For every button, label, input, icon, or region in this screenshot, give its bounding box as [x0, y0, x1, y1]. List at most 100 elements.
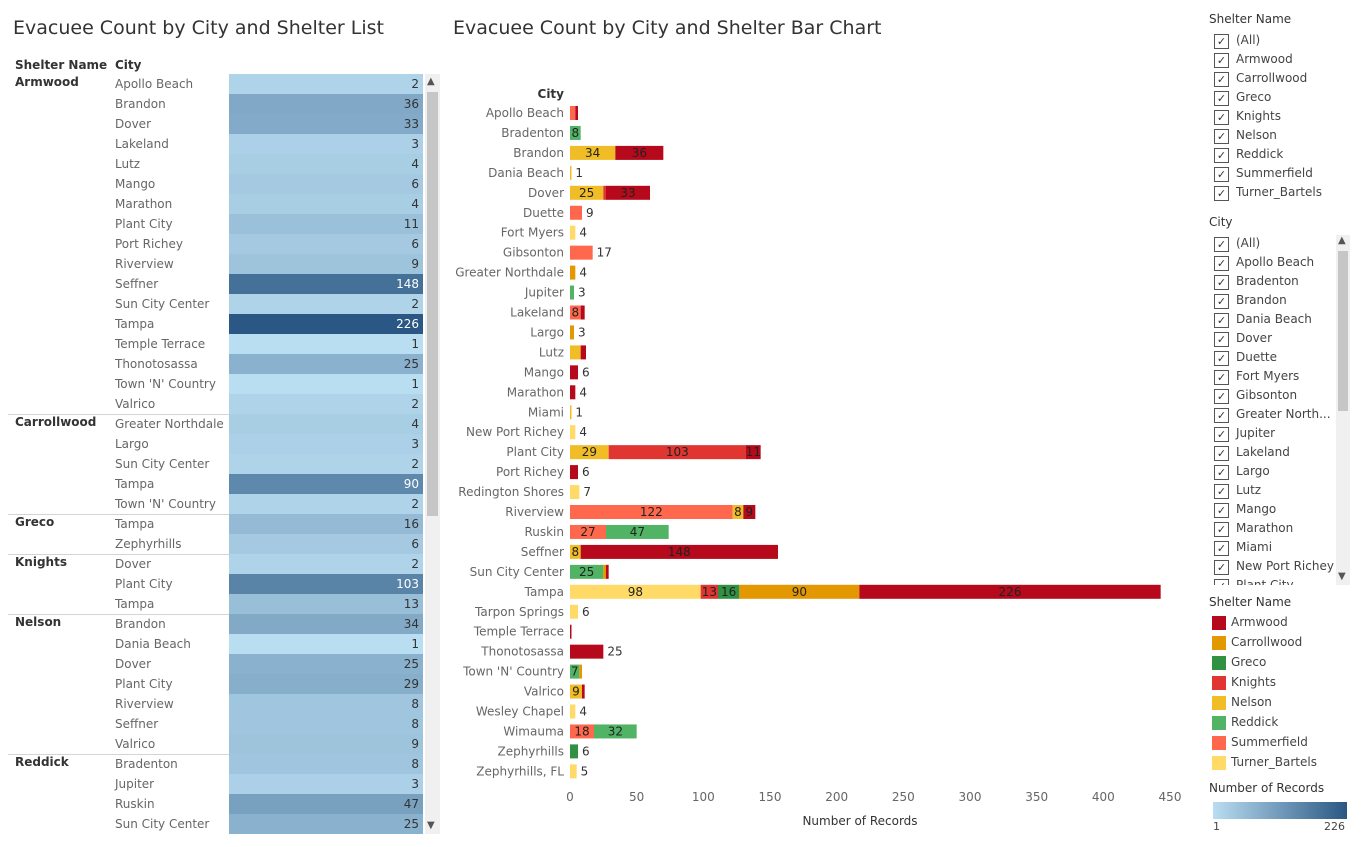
record-count-cell[interactable]: 2 — [229, 294, 423, 314]
list-row[interactable]: Seffner 8 — [8, 714, 440, 734]
city-axis-label[interactable]: Ruskin — [524, 525, 564, 539]
bar-segment[interactable] — [739, 584, 860, 599]
city-axis-label[interactable]: Dover — [528, 186, 564, 200]
bar-segment[interactable] — [570, 125, 581, 140]
checkbox-checked-icon[interactable]: ✓ — [1214, 541, 1229, 556]
record-count-cell[interactable]: 8 — [229, 714, 423, 734]
city-axis-label[interactable]: New Port Richey — [466, 425, 564, 439]
bar-segment[interactable] — [570, 385, 576, 400]
bar-segment[interactable] — [570, 584, 701, 599]
city-filter-item[interactable]: ✓ Duette — [1214, 349, 1339, 368]
record-count-cell[interactable]: 1 — [229, 634, 423, 654]
bar-segment[interactable] — [570, 225, 576, 240]
city-filter-item[interactable]: ✓ Apollo Beach — [1214, 254, 1339, 273]
list-row[interactable]: Tampa 90 — [8, 474, 440, 494]
city-scroll-thumb[interactable] — [1338, 251, 1348, 411]
city-scroll-down-icon[interactable]: ▼ — [1338, 571, 1346, 582]
city-axis-label[interactable]: Sun City Center — [470, 565, 564, 579]
bar-segment[interactable] — [570, 485, 580, 500]
checkbox-checked-icon[interactable]: ✓ — [1214, 389, 1229, 404]
bar-segment[interactable] — [570, 744, 578, 759]
city-axis-label[interactable]: Zephyrhills, FL — [476, 764, 564, 778]
city-filter-item[interactable]: ✓ Dover — [1214, 330, 1339, 349]
list-row[interactable]: Riverview 8 — [8, 694, 440, 714]
bar-segment[interactable] — [570, 505, 733, 519]
bar-segment[interactable] — [732, 505, 744, 519]
bar-segment[interactable] — [859, 584, 1161, 599]
bar-segment[interactable] — [606, 524, 669, 539]
record-count-cell[interactable]: 226 — [229, 314, 423, 334]
city-filter-item[interactable]: ✓ Greater North... — [1214, 406, 1339, 425]
list-row[interactable]: Thonotosassa 25 — [8, 354, 440, 374]
record-count-cell[interactable]: 6 — [229, 234, 423, 254]
record-count-cell[interactable]: 3 — [229, 134, 423, 154]
bar-segment[interactable] — [575, 106, 578, 120]
checkbox-checked-icon[interactable]: ✓ — [1214, 579, 1229, 585]
city-axis-label[interactable]: Duette — [523, 206, 564, 220]
record-count-cell[interactable]: 148 — [229, 274, 423, 294]
checkbox-checked-icon[interactable]: ✓ — [1214, 110, 1229, 125]
checkbox-checked-icon[interactable]: ✓ — [1214, 408, 1229, 423]
shelter-name-header[interactable]: Shelter Name — [15, 58, 108, 72]
city-filter-item[interactable]: ✓ Brandon — [1214, 292, 1339, 311]
city-filter-item[interactable]: ✓ Marathon — [1214, 520, 1339, 539]
bar-segment[interactable] — [570, 325, 574, 340]
city-axis-label[interactable]: Dania Beach — [488, 166, 564, 180]
list-row[interactable]: Largo 3 — [8, 434, 440, 454]
bar-segment[interactable] — [746, 445, 761, 460]
shelter-filter-item[interactable]: ✓ Nelson — [1214, 127, 1339, 146]
record-count-cell[interactable]: 6 — [229, 174, 423, 194]
city-axis-label[interactable]: Temple Terrace — [473, 625, 564, 639]
list-row[interactable]: Greco Tampa 16 — [8, 514, 440, 534]
bar-segment[interactable] — [570, 285, 574, 300]
city-axis-label[interactable]: Lakeland — [510, 306, 564, 320]
list-row[interactable]: Plant City 29 — [8, 674, 440, 694]
bar-segment[interactable] — [570, 764, 577, 779]
shelter-filter-item[interactable]: ✓ Summerfield — [1214, 165, 1339, 184]
list-row[interactable]: Knights Dover 2 — [8, 554, 440, 574]
checkbox-checked-icon[interactable]: ✓ — [1214, 465, 1229, 480]
bar-segment[interactable] — [570, 185, 604, 200]
checkbox-checked-icon[interactable]: ✓ — [1214, 167, 1229, 182]
list-row[interactable]: Brandon 36 — [8, 94, 440, 114]
city-axis-label[interactable]: Valrico — [524, 685, 564, 699]
bar-segment[interactable] — [606, 564, 609, 579]
checkbox-checked-icon[interactable]: ✓ — [1214, 332, 1229, 347]
scroll-down-arrow-icon[interactable]: ▼ — [427, 820, 435, 831]
city-filter-item[interactable]: ✓ New Port Richey — [1214, 558, 1339, 577]
bar-segment[interactable] — [570, 245, 593, 260]
bar-segment[interactable] — [570, 165, 572, 180]
bar-segment[interactable] — [580, 305, 585, 320]
record-count-cell[interactable]: 3 — [229, 774, 423, 794]
city-filter-item[interactable]: ✓ Miami — [1214, 539, 1339, 558]
checkbox-checked-icon[interactable]: ✓ — [1214, 484, 1229, 499]
list-row[interactable]: Riverview 9 — [8, 254, 440, 274]
bar-segment[interactable] — [608, 445, 746, 460]
city-filter-item[interactable]: ✓ Gibsonton — [1214, 387, 1339, 406]
checkbox-checked-icon[interactable]: ✓ — [1214, 294, 1229, 309]
bar-segment[interactable] — [580, 544, 778, 559]
bar-segment[interactable] — [743, 505, 756, 519]
bar-segment[interactable] — [718, 584, 740, 599]
city-axis-label[interactable]: Largo — [530, 325, 564, 339]
bar-segment[interactable] — [570, 145, 616, 160]
list-row[interactable]: Dania Beach 1 — [8, 634, 440, 654]
checkbox-checked-icon[interactable]: ✓ — [1214, 351, 1229, 366]
list-row[interactable]: Reddick Bradenton 8 — [8, 754, 440, 774]
record-count-cell[interactable]: 4 — [229, 414, 423, 434]
bar-segment[interactable] — [570, 305, 581, 320]
checkbox-checked-icon[interactable]: ✓ — [1214, 446, 1229, 461]
city-axis-label[interactable]: Zephyrhills — [497, 744, 564, 758]
bar-segment[interactable] — [570, 544, 581, 559]
city-axis-label[interactable]: Miami — [528, 405, 564, 419]
record-count-cell[interactable]: 4 — [229, 154, 423, 174]
checkbox-checked-icon[interactable]: ✓ — [1214, 72, 1229, 87]
list-row[interactable]: Sun City Center 25 — [8, 814, 440, 834]
list-row[interactable]: Armwood Apollo Beach 2 — [8, 74, 440, 94]
list-row[interactable]: Marathon 4 — [8, 194, 440, 214]
bar-segment[interactable] — [570, 624, 572, 639]
list-row[interactable]: Dover 25 — [8, 654, 440, 674]
bar-segment[interactable] — [570, 564, 604, 579]
record-count-cell[interactable]: 8 — [229, 694, 423, 714]
checkbox-checked-icon[interactable]: ✓ — [1214, 522, 1229, 537]
